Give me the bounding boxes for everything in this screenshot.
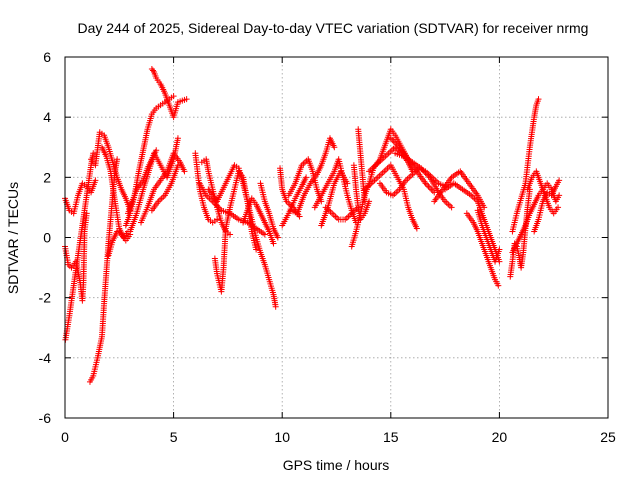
y-tick-label: -2: [39, 290, 52, 306]
series-c: [62, 210, 90, 304]
series-d: [86, 156, 121, 385]
data-point-marker: [183, 96, 190, 103]
data-point-marker: [555, 204, 562, 211]
data-point-marker: [174, 135, 181, 142]
data-point-marker: [270, 240, 277, 247]
data-point-marker: [274, 234, 281, 241]
data-point-marker: [170, 93, 177, 100]
x-tick-label: 0: [61, 429, 69, 445]
data-point-marker: [92, 177, 99, 184]
series-aj: [387, 135, 438, 196]
y-tick-label: 0: [43, 230, 51, 246]
plot-frame: [64, 56, 609, 419]
series-b: [62, 177, 99, 217]
series-ad: [355, 126, 368, 205]
data-point-marker: [214, 216, 221, 223]
data-marks: [62, 66, 563, 385]
series-l: [138, 150, 188, 226]
y-tick-label: 2: [43, 169, 51, 185]
data-point-marker: [535, 96, 542, 103]
x-tick-label: 5: [170, 429, 178, 445]
data-point-marker: [153, 147, 160, 154]
series-i: [148, 66, 190, 121]
data-point-marker: [496, 246, 503, 253]
series-ab: [318, 168, 351, 229]
data-point-marker: [174, 162, 181, 169]
data-point-marker: [83, 210, 90, 217]
data-point-marker: [296, 213, 303, 220]
y-tick-label: -6: [39, 410, 52, 426]
series-an: [474, 207, 503, 265]
y-tick-label: 6: [43, 49, 51, 65]
series-ar: [531, 177, 563, 235]
series-am: [463, 210, 502, 289]
data-point-marker: [431, 189, 438, 196]
data-point-marker: [181, 168, 188, 175]
series-s: [240, 195, 277, 247]
data-point-marker: [90, 150, 97, 157]
data-point-marker: [344, 180, 351, 187]
x-tick-label: 25: [600, 429, 616, 445]
data-point-marker: [495, 282, 502, 289]
y-tick-labels: -6 -4 -2 0 2 4 6: [39, 49, 52, 426]
data-point-marker: [114, 156, 121, 163]
y-tick-label: 4: [43, 109, 51, 125]
x-tick-labels: 0 5 10 15 20 25: [61, 429, 616, 445]
data-point-marker: [556, 192, 563, 199]
series-ag: [361, 162, 420, 232]
x-tick-label: 20: [492, 429, 508, 445]
y-tick-label: -4: [39, 350, 52, 366]
x-tick-label: 10: [274, 429, 290, 445]
grid: [65, 57, 608, 418]
series-e: [88, 129, 134, 214]
data-point-marker: [253, 246, 260, 253]
chart-title: Day 244 of 2025, Sidereal Day-to-day VTE…: [78, 20, 589, 36]
series-ai: [392, 150, 455, 211]
series-y: [287, 135, 338, 217]
data-point-marker: [303, 174, 310, 181]
data-point-marker: [272, 303, 279, 310]
series-ap: [509, 96, 542, 235]
data-point-marker: [448, 204, 455, 211]
data-point-marker: [556, 177, 563, 184]
series-x: [285, 156, 325, 205]
series-t: [257, 249, 279, 310]
data-point-marker: [227, 231, 234, 238]
data-point-marker: [413, 225, 420, 232]
y-axis-label: SDTVAR / TECUs: [5, 182, 21, 294]
series-m: [148, 162, 181, 214]
data-point-marker: [261, 231, 268, 238]
series-u: [257, 180, 281, 241]
series-as: [509, 180, 563, 256]
data-point-marker: [331, 144, 338, 151]
series-g: [105, 228, 134, 259]
x-tick-label: 15: [383, 429, 399, 445]
x-axis-label: GPS time / hours: [283, 457, 390, 473]
